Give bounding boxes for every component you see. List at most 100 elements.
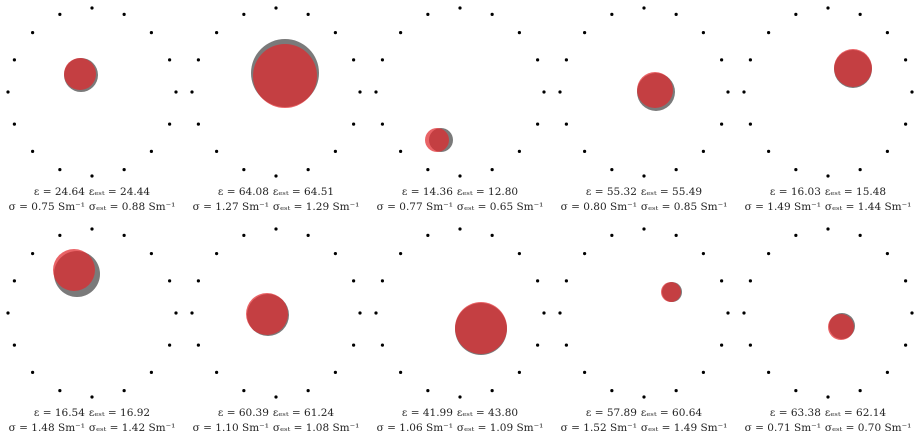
reconstruction-panel: ε = 63.38 εₑₛₜ = 62.14 σ = 0.71 Sm⁻¹ σₑₛₜ =… [736, 221, 920, 442]
electrode-dot [720, 58, 724, 62]
electrode-dot [31, 370, 35, 374]
sigma-estimated: σₑₛₜ = 1.08 Sm⁻¹ [272, 422, 360, 434]
electrode-dot [517, 370, 521, 374]
electrode-dot [168, 279, 172, 283]
electrode-dot [542, 311, 546, 315]
estimated-inclusion [425, 128, 449, 152]
sigma-estimated: σₑₛₜ = 0.88 Sm⁻¹ [88, 201, 176, 213]
electrode-dot [458, 227, 462, 231]
electrode-dot [196, 343, 200, 347]
electrode-dot [701, 149, 705, 153]
electrode-dot [610, 233, 614, 237]
eps-true: ε = 64.08 [217, 186, 269, 198]
electrode-dot [274, 227, 278, 231]
permittivity-caption: ε = 14.36 εₑₛₜ = 12.80 [368, 186, 552, 198]
domain-plot [374, 6, 546, 178]
electrode-dot [149, 252, 153, 256]
electrode-dot [242, 233, 246, 237]
electrode-dot [748, 343, 752, 347]
electrode-dot [399, 149, 403, 153]
electrode-dot [58, 12, 62, 16]
electrode-dot [380, 122, 384, 126]
eps-estimated: εₑₛₜ = 16.92 [88, 407, 151, 419]
electrode-dot [610, 168, 614, 172]
electrode-dot [794, 233, 798, 237]
conductivity-caption: σ = 0.77 Sm⁻¹ σₑₛₜ = 0.65 Sm⁻¹ [368, 201, 552, 213]
electrode-dot [399, 252, 403, 256]
permittivity-caption: ε = 64.08 εₑₛₜ = 64.51 [184, 186, 368, 198]
electrode-dot [306, 389, 310, 393]
electrode-dot [149, 370, 153, 374]
electrode-dot [794, 389, 798, 393]
sigma-estimated: σₑₛₜ = 0.70 Sm⁻¹ [824, 422, 912, 434]
conductivity-caption: σ = 1.52 Sm⁻¹ σₑₛₜ = 1.49 Sm⁻¹ [552, 422, 736, 434]
electrode-dot [558, 311, 562, 315]
electrode-dot [333, 149, 337, 153]
electrode-dot [564, 279, 568, 283]
eps-true: ε = 16.54 [33, 407, 85, 419]
electrode-dot [858, 233, 862, 237]
electrode-dot [490, 168, 494, 172]
electrode-dot [168, 58, 172, 62]
electrode-dot [333, 370, 337, 374]
electrode-dot [6, 311, 10, 315]
electrode-dot [12, 58, 16, 62]
electrode-dot [794, 168, 798, 172]
electrode-dot [583, 31, 587, 35]
electrode-dot [748, 279, 752, 283]
electrode-dot [564, 343, 568, 347]
sigma-true: σ = 1.27 Sm⁻¹ [192, 201, 269, 213]
electrode-dot [517, 149, 521, 153]
electrode-dot [122, 233, 126, 237]
electrode-dot [190, 311, 194, 315]
electrode-dot [536, 279, 540, 283]
permittivity-caption: ε = 16.03 εₑₛₜ = 15.48 [736, 186, 920, 198]
reconstruction-panel: ε = 41.99 εₑₛₜ = 43.80 σ = 1.06 Sm⁻¹ σₑₛₜ =… [368, 221, 552, 442]
sigma-estimated: σₑₛₜ = 1.49 Sm⁻¹ [640, 422, 728, 434]
electrode-dot [149, 31, 153, 35]
electrode-dot [306, 168, 310, 172]
permittivity-caption: ε = 57.89 εₑₛₜ = 60.64 [552, 407, 736, 419]
electrode-dot [352, 122, 356, 126]
electrode-dot [767, 149, 771, 153]
electrode-dot [517, 31, 521, 35]
eps-estimated: εₑₛₜ = 64.51 [272, 186, 335, 198]
electrode-dot [458, 395, 462, 399]
electrode-dot [858, 12, 862, 16]
electrode-dot [767, 252, 771, 256]
estimated-inclusion [828, 314, 854, 340]
eps-true: ε = 57.89 [585, 407, 637, 419]
conductivity-caption: σ = 1.48 Sm⁻¹ σₑₛₜ = 1.42 Sm⁻¹ [0, 422, 184, 434]
electrode-dot [122, 389, 126, 393]
domain-plot [558, 227, 730, 399]
electrode-dot [31, 149, 35, 153]
domain-plot [6, 227, 178, 399]
electrode-dot [242, 389, 246, 393]
electrode-dot [885, 149, 889, 153]
electrode-dot [610, 389, 614, 393]
electrode-dot [742, 311, 746, 315]
electrode-dot [352, 343, 356, 347]
electrode-dot [215, 31, 219, 35]
electrode-dot [274, 395, 278, 399]
electrode-dot [174, 90, 178, 94]
electrode-dot [726, 311, 730, 315]
eps-estimated: εₑₛₜ = 60.64 [640, 407, 703, 419]
electrode-dot [358, 311, 362, 315]
electrode-dot [558, 90, 562, 94]
sigma-true: σ = 1.10 Sm⁻¹ [192, 422, 269, 434]
electrode-dot [333, 31, 337, 35]
electrode-dot [306, 12, 310, 16]
permittivity-caption: ε = 55.32 εₑₛₜ = 55.49 [552, 186, 736, 198]
estimated-inclusion [246, 293, 288, 335]
electrode-dot [90, 6, 94, 10]
electrode-dot [374, 311, 378, 315]
eps-estimated: εₑₛₜ = 24.44 [88, 186, 151, 198]
sigma-estimated: σₑₛₜ = 0.65 Sm⁻¹ [456, 201, 544, 213]
electrode-dot [674, 233, 678, 237]
electrode-dot [196, 279, 200, 283]
electrode-dot [90, 395, 94, 399]
electrode-dot [358, 90, 362, 94]
electrode-dot [748, 122, 752, 126]
eps-true: ε = 14.36 [401, 186, 453, 198]
